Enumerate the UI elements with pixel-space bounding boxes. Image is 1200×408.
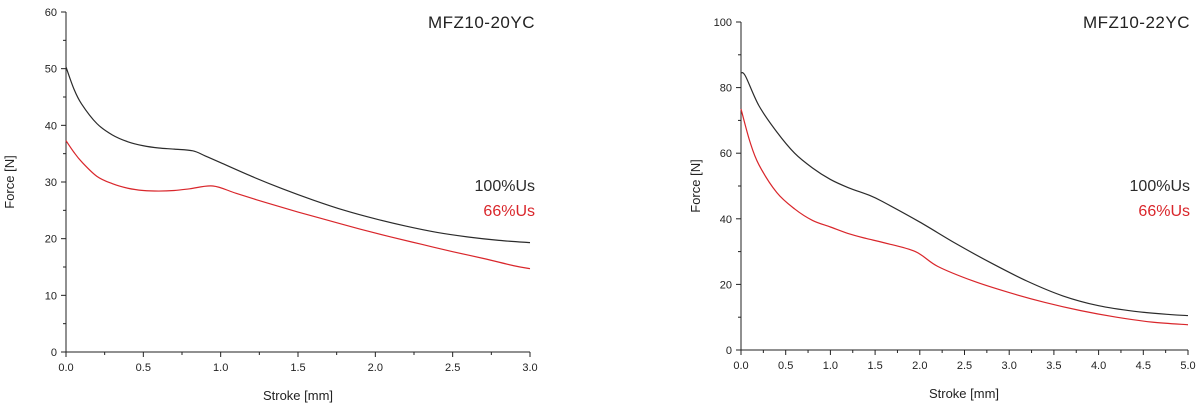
x-tick-label: 3.0 [1002, 360, 1017, 372]
y-tick-label: 40 [45, 120, 57, 132]
chart-mfz10-20yc: MFZ10-20YC Stroke [mm] Force [N] 100%Us … [2, 7, 538, 403]
x-tick-label: 4.5 [1136, 360, 1151, 372]
x-axis-label: Stroke [mm] [929, 386, 999, 401]
x-tick-label: 1.5 [290, 362, 305, 374]
y-tick-label: 50 [45, 64, 57, 76]
legend-entry-66-us: 66%Us [1138, 203, 1190, 220]
x-tick-label: 1.0 [823, 360, 838, 372]
x-tick-label: 1.5 [867, 360, 882, 372]
series-line-100-us [740, 72, 1189, 317]
x-tick-label: 3.5 [1046, 360, 1061, 372]
y-tick-label: 100 [714, 17, 732, 29]
y-tick-label: 40 [720, 214, 732, 226]
legend-entry-66-us: 66%Us [483, 203, 535, 220]
x-tick-label: 0.5 [136, 362, 151, 374]
y-tick-label: 30 [45, 177, 57, 189]
y-tick-label: 20 [45, 234, 57, 246]
chart-mfz10-22yc: MFZ10-22YC Stroke [mm] Force [N] 100%Us … [688, 13, 1196, 401]
y-tick-label: 0 [51, 347, 57, 359]
x-tick-label: 3.0 [522, 362, 537, 374]
y-tick-label: 20 [720, 279, 732, 291]
x-tick-label: 0.0 [58, 362, 73, 374]
legend-entry-100-us: 100%Us [1130, 178, 1190, 195]
y-tick-label: 80 [720, 83, 732, 95]
x-tick-label: 5.0 [1180, 360, 1195, 372]
x-tick-label: 2.0 [368, 362, 383, 374]
x-tick-label: 2.5 [445, 362, 460, 374]
chart-title: MFZ10-22YC [1083, 13, 1190, 32]
y-tick-label: 60 [720, 148, 732, 160]
y-tick-label: 0 [726, 345, 732, 357]
y-axis-label: Force [N] [2, 155, 17, 208]
series-line-66-us [740, 108, 1189, 326]
series-line-100-us [65, 66, 531, 244]
x-tick-label: 2.5 [957, 360, 972, 372]
x-tick-label: 2.0 [912, 360, 927, 372]
x-tick-label: 1.0 [213, 362, 228, 374]
chart-title: MFZ10-20YC [428, 13, 535, 32]
x-tick-label: 0.5 [778, 360, 793, 372]
x-tick-label: 4.0 [1091, 360, 1106, 372]
y-tick-label: 60 [45, 7, 57, 19]
series-line-66-us [65, 140, 531, 270]
y-axis-label: Force [N] [688, 159, 703, 212]
legend-entry-100-us: 100%Us [475, 178, 535, 195]
x-axis-label: Stroke [mm] [263, 388, 333, 403]
y-tick-label: 10 [45, 290, 57, 302]
x-tick-label: 0.0 [733, 360, 748, 372]
